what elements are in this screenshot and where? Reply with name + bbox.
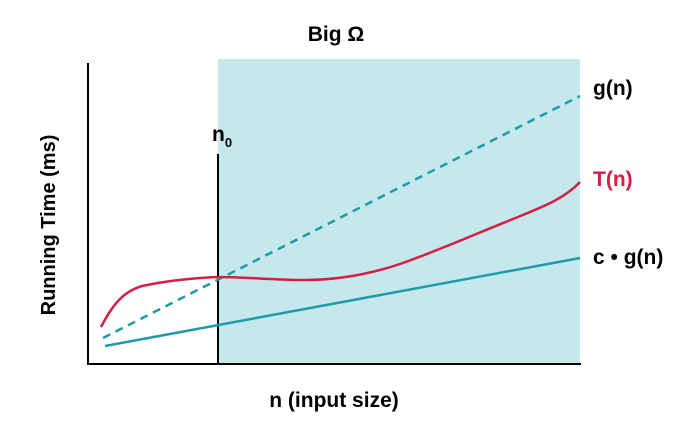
g-curve xyxy=(102,94,581,340)
y-axis-label: Running Time (ms) xyxy=(38,135,60,316)
cg-curve xyxy=(104,256,581,348)
n0-label-main: n xyxy=(212,123,225,146)
t-curve-label: T(n) xyxy=(593,168,633,191)
g-curve-label: g(n) xyxy=(593,77,633,100)
n0-label-subscript: 0 xyxy=(225,135,232,150)
n0-label: n0 xyxy=(212,123,232,150)
x-axis-label: n (input size) xyxy=(269,389,399,412)
omega-region xyxy=(218,59,580,363)
diagram-title: Big Ω xyxy=(308,23,365,46)
cg-curve-label: c • g(n) xyxy=(593,246,663,269)
t-curve xyxy=(99,181,581,328)
